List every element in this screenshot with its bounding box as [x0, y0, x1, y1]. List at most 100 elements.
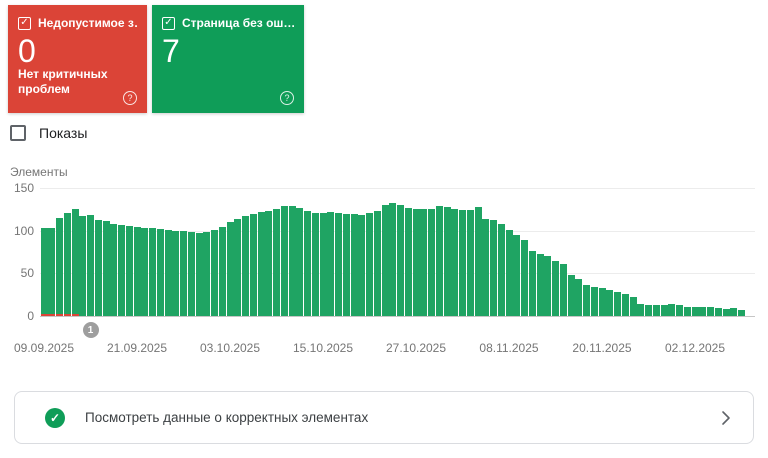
bar[interactable]: [125, 225, 133, 316]
bar[interactable]: [645, 304, 652, 316]
bar[interactable]: [257, 211, 265, 316]
bar[interactable]: [528, 250, 536, 316]
bar[interactable]: [389, 202, 397, 316]
bar[interactable]: [40, 227, 48, 316]
bar[interactable]: [79, 215, 87, 316]
bar[interactable]: [660, 304, 668, 316]
bar[interactable]: [412, 208, 420, 316]
bar[interactable]: [234, 218, 242, 316]
bar[interactable]: [714, 307, 722, 316]
valid-status-card[interactable]: ✓ Страница без ош… 7 ?: [152, 5, 304, 113]
bar[interactable]: [342, 213, 350, 316]
bar[interactable]: [482, 218, 490, 316]
bar[interactable]: [474, 206, 482, 316]
bar[interactable]: [699, 306, 707, 316]
bar[interactable]: [265, 210, 273, 316]
bar[interactable]: [56, 217, 63, 316]
bar[interactable]: [296, 207, 304, 316]
checkbox-checked-icon[interactable]: ✓: [18, 16, 31, 30]
bar[interactable]: [443, 206, 451, 316]
bar[interactable]: [48, 227, 56, 316]
bar[interactable]: [180, 230, 187, 316]
bar[interactable]: [521, 239, 528, 316]
bar[interactable]: [242, 215, 249, 316]
bar[interactable]: [280, 205, 288, 316]
bar[interactable]: [273, 208, 280, 316]
bar[interactable]: [164, 229, 172, 316]
bar[interactable]: [141, 227, 149, 316]
bar[interactable]: [575, 278, 583, 316]
bar[interactable]: [559, 263, 567, 316]
bar[interactable]: [722, 308, 730, 316]
bar[interactable]: [451, 208, 459, 316]
bar[interactable]: [583, 284, 590, 316]
bar[interactable]: [544, 255, 552, 316]
bar[interactable]: [606, 289, 614, 316]
bar[interactable]: [397, 204, 404, 316]
bar[interactable]: [87, 214, 94, 316]
chevron-right-icon[interactable]: [721, 410, 731, 426]
bar[interactable]: [304, 210, 311, 316]
error-status-card[interactable]: ✓ Недопустимое з… 0 Нет критичных пробле…: [8, 5, 147, 113]
bar[interactable]: [211, 229, 218, 316]
checkbox-checked-icon[interactable]: ✓: [162, 16, 175, 30]
bar[interactable]: [598, 287, 606, 316]
bar[interactable]: [71, 208, 79, 316]
bar[interactable]: [118, 224, 125, 316]
bar[interactable]: [327, 211, 335, 316]
bar[interactable]: [404, 207, 412, 316]
bar[interactable]: [420, 208, 428, 316]
bar[interactable]: [435, 205, 443, 316]
bar[interactable]: [156, 228, 164, 316]
bar[interactable]: [218, 226, 226, 316]
bar[interactable]: [149, 227, 156, 316]
bar[interactable]: [373, 210, 381, 316]
bar[interactable]: [652, 304, 660, 316]
bar[interactable]: [629, 296, 637, 316]
bar[interactable]: [707, 306, 714, 316]
bar[interactable]: [668, 303, 676, 316]
bar[interactable]: [505, 229, 513, 316]
annotation-badge[interactable]: 1: [82, 322, 99, 338]
bar[interactable]: [94, 219, 102, 316]
bar[interactable]: [110, 223, 118, 316]
bar[interactable]: [63, 212, 71, 316]
bar[interactable]: [513, 234, 521, 316]
bar[interactable]: [381, 204, 389, 316]
help-icon[interactable]: ?: [280, 91, 294, 105]
impressions-toggle[interactable]: Показы: [10, 125, 87, 141]
bar[interactable]: [637, 303, 645, 316]
bar[interactable]: [203, 231, 211, 316]
help-icon[interactable]: ?: [123, 91, 137, 105]
bar[interactable]: [590, 286, 598, 316]
checkbox-unchecked-icon[interactable]: [10, 125, 26, 141]
bar[interactable]: [614, 291, 621, 316]
bar[interactable]: [319, 212, 327, 316]
bar[interactable]: [466, 209, 474, 316]
bar[interactable]: [288, 205, 296, 316]
bar[interactable]: [621, 293, 629, 316]
bar[interactable]: [358, 214, 366, 316]
bar[interactable]: [490, 219, 497, 316]
bar[interactable]: [738, 309, 745, 316]
bar[interactable]: [676, 304, 683, 316]
bar[interactable]: [195, 232, 203, 316]
bar[interactable]: [428, 208, 435, 316]
bar[interactable]: [683, 306, 691, 316]
bar[interactable]: [497, 223, 505, 316]
bar[interactable]: [536, 253, 544, 316]
bar[interactable]: [730, 307, 738, 316]
bar[interactable]: [187, 231, 195, 316]
bar[interactable]: [249, 213, 257, 316]
bar[interactable]: [335, 212, 342, 316]
bar[interactable]: [366, 212, 373, 316]
bar[interactable]: [226, 221, 234, 316]
bar[interactable]: [459, 209, 466, 316]
bar[interactable]: [552, 260, 559, 316]
bar[interactable]: [172, 230, 180, 316]
bar[interactable]: [311, 212, 319, 316]
bar[interactable]: [350, 213, 358, 316]
view-valid-items-link[interactable]: ✓ Посмотреть данные о корректных элемент…: [14, 391, 754, 444]
bar[interactable]: [133, 226, 141, 316]
bar[interactable]: [567, 274, 575, 316]
